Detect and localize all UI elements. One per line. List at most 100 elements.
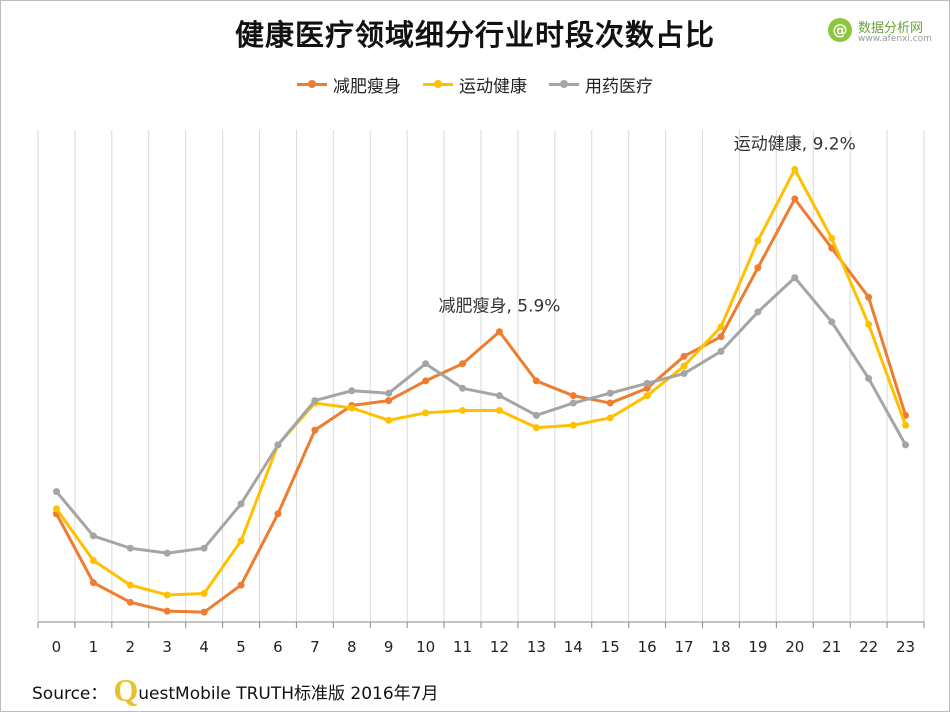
series-line-用药医疗: [55, 276, 907, 555]
data-point: [495, 392, 503, 400]
x-tick-label: 12: [490, 638, 509, 656]
data-point: [680, 362, 688, 370]
legend-item[interactable]: 减肥瘦身: [297, 72, 401, 97]
data-point: [163, 607, 171, 615]
data-point: [791, 195, 799, 203]
data-point: [717, 323, 725, 331]
x-tick-label: 23: [896, 638, 915, 656]
data-point: [828, 244, 836, 252]
data-point: [717, 333, 725, 341]
data-point: [495, 406, 503, 414]
logo-at-icon: @: [828, 18, 852, 42]
data-point: [385, 397, 393, 405]
data-point: [606, 399, 614, 407]
data-point: [89, 532, 97, 540]
x-tick-label: 15: [601, 638, 620, 656]
data-point: [459, 360, 467, 368]
data-point: [791, 274, 799, 282]
data-point: [163, 591, 171, 599]
data-annotation: 减肥瘦身, 5.9%: [438, 297, 560, 317]
data-point: [126, 598, 134, 606]
x-tick-label: 20: [785, 638, 804, 656]
legend-swatch-icon: [549, 80, 579, 88]
data-point: [89, 579, 97, 587]
series-line-减肥瘦身: [55, 197, 907, 614]
data-point: [237, 537, 245, 545]
data-point: [385, 416, 393, 424]
source-note: Source： Q uestMobile TRUTH标准版 2016年7月: [32, 672, 439, 708]
x-tick-label: 6: [273, 638, 283, 656]
data-point: [200, 608, 208, 616]
x-tick-label: 14: [564, 638, 583, 656]
data-point: [495, 328, 503, 336]
data-point: [643, 392, 651, 400]
legend-item[interactable]: 运动健康: [423, 72, 527, 97]
x-tick-label: 4: [199, 638, 209, 656]
data-point: [163, 549, 171, 557]
x-tick-label: 8: [347, 638, 357, 656]
data-point: [422, 409, 430, 417]
data-point: [422, 377, 430, 385]
data-point: [754, 237, 762, 245]
data-annotation: 运动健康, 9.2%: [734, 134, 856, 154]
data-point: [791, 165, 799, 173]
data-point: [348, 387, 356, 395]
data-point: [532, 411, 540, 419]
x-tick-label: 0: [52, 638, 62, 656]
x-tick-label: 1: [89, 638, 99, 656]
x-tick-label: 17: [674, 638, 693, 656]
x-tick-label: 7: [310, 638, 320, 656]
legend-label: 用药医疗: [585, 77, 653, 97]
data-point: [643, 379, 651, 387]
x-tick-label: 3: [162, 638, 172, 656]
chart-legend: 减肥瘦身 运动健康 用药医疗: [0, 72, 950, 97]
data-point: [52, 488, 60, 496]
data-point: [828, 234, 836, 242]
data-point: [126, 544, 134, 552]
data-point: [200, 589, 208, 597]
data-point: [902, 441, 910, 449]
x-tick-label: 16: [638, 638, 657, 656]
data-point: [865, 293, 873, 301]
data-point: [89, 557, 97, 564]
data-point: [532, 377, 540, 385]
data-point: [311, 397, 319, 405]
x-tick-label: 18: [711, 638, 730, 656]
x-tick-label: 2: [126, 638, 136, 656]
data-point: [569, 421, 577, 429]
data-point: [274, 510, 282, 518]
x-tick-label: 5: [236, 638, 246, 656]
data-point: [865, 374, 873, 382]
x-tick-label: 21: [822, 638, 841, 656]
data-point: [569, 392, 577, 400]
x-tick-label: 22: [859, 638, 878, 656]
data-point: [865, 320, 873, 328]
questmobile-q-logo: Q: [113, 672, 139, 708]
data-point: [200, 544, 208, 552]
legend-item[interactable]: 用药医疗: [549, 72, 653, 97]
x-tick-label: 9: [384, 638, 394, 656]
data-point: [348, 404, 356, 412]
data-point: [606, 389, 614, 397]
data-point: [569, 399, 577, 407]
data-point: [828, 318, 836, 326]
site-logo[interactable]: @ 数据分析网 www.afenxi.com: [828, 16, 938, 48]
legend-label: 减肥瘦身: [333, 77, 401, 97]
data-point: [311, 426, 319, 434]
legend-swatch-icon: [423, 80, 453, 88]
data-point: [459, 406, 467, 414]
x-tick-label: 13: [527, 638, 546, 656]
chart-title: 健康医疗领域细分行业时段次数占比: [234, 18, 715, 52]
data-point: [680, 352, 688, 360]
source-label: Source：: [32, 684, 108, 704]
series-line-运动健康: [55, 167, 907, 597]
data-point: [754, 308, 762, 316]
data-point: [422, 360, 430, 368]
legend-label: 运动健康: [459, 77, 527, 97]
x-tick-label: 10: [416, 638, 435, 656]
data-point: [126, 581, 134, 589]
source-text: uestMobile TRUTH标准版 2016年7月: [138, 684, 439, 704]
logo-text: 数据分析网: [858, 21, 924, 36]
data-point: [459, 384, 467, 392]
